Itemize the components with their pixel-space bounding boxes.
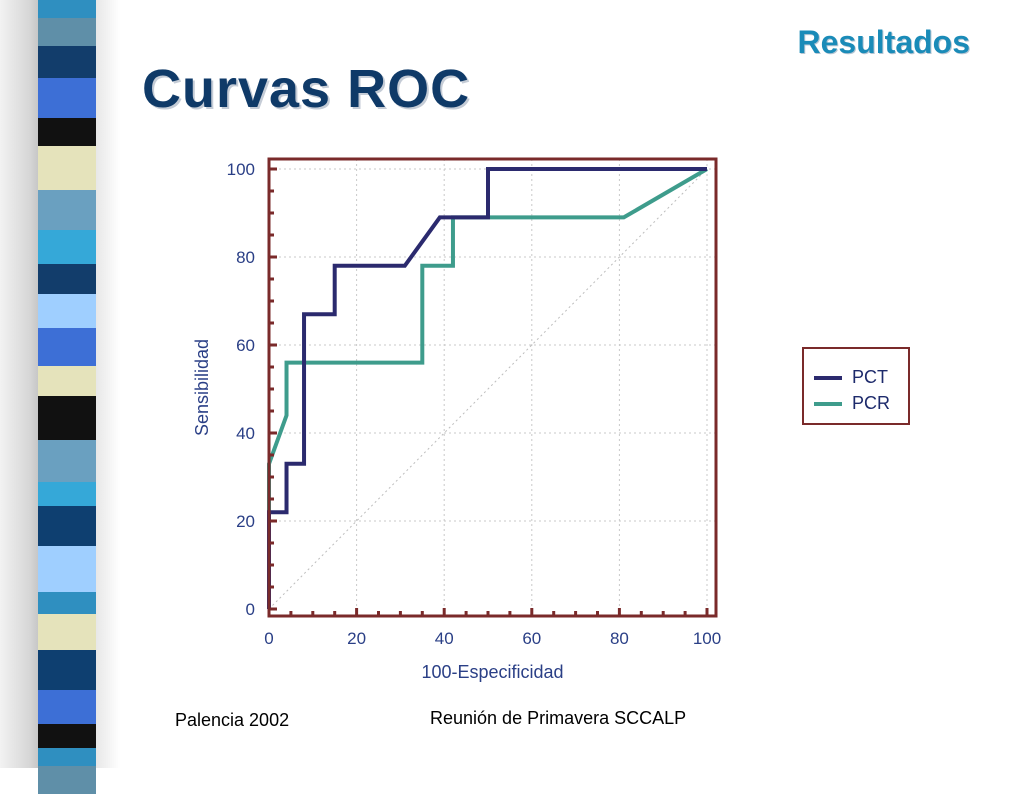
stripe-segment [38,118,96,146]
legend-label-pcr: PCR [852,393,891,413]
decorative-side-bar [0,0,120,794]
stripe-segment [38,546,96,592]
x-tick-label: 20 [347,629,366,648]
y-axis-label: Sensibilidad [192,339,212,436]
stripe-segment [38,146,96,190]
stripe-segment [38,18,96,46]
y-tick-label: 20 [236,512,255,531]
chart-grid [269,159,716,616]
y-tick-label: 40 [236,424,255,443]
stripe-segment [38,294,96,328]
stripe-pattern [38,0,96,794]
stripe-segment [38,190,96,230]
stripe-segment [38,0,96,18]
legend-swatch-pct [814,376,842,380]
legend-label-pct: PCT [852,367,888,387]
chart-series [267,167,709,609]
series-line-pcr [267,167,709,609]
x-tick-label: 40 [435,629,454,648]
stripe-segment [38,366,96,396]
stripe-segment [38,264,96,294]
x-tick-label: 0 [264,629,273,648]
section-label: Resultados [797,24,970,60]
stripe-segment [38,614,96,650]
legend-swatch-pcr [814,402,842,406]
stripe-segment [38,506,96,546]
footer-meeting: Reunión de Primavera SCCALP [430,708,687,728]
roc-chart: 0 20 40 60 80 100 0 20 40 60 80 100 100-Especificid… [192,157,722,682]
stripe-segment [38,328,96,366]
x-tick-label: 80 [610,629,629,648]
series-line-pct [267,167,707,609]
axis-tick-labels: 0 20 40 60 80 100 0 20 40 60 80 100 [227,160,722,648]
chart-legend: PCT PCR [802,347,910,425]
y-tick-label: 80 [236,248,255,267]
stripe-segment [38,766,96,794]
plot-frame [267,157,718,618]
stripe-segment [38,78,96,118]
axis-ticks [267,167,709,616]
footer-location: Palencia 2002 [175,710,290,730]
y-tick-label: 100 [227,160,255,179]
y-tick-label: 60 [236,336,255,355]
stripe-segment [38,230,96,264]
y-tick-label: 0 [246,600,255,619]
slide-title: Curvas ROC [142,59,471,119]
x-tick-label: 60 [522,629,541,648]
reference-diagonal [268,168,708,610]
stripe-segment [38,592,96,614]
x-tick-label: 100 [693,629,721,648]
stripe-segment [38,748,96,766]
stripe-segment [38,650,96,690]
stripe-segment [38,724,96,748]
stripe-segment [38,440,96,482]
stripe-segment [38,690,96,724]
stripe-segment [38,46,96,78]
stripe-segment [38,482,96,506]
x-axis-label: 100-Especificidad [421,662,563,682]
stripe-segment [38,396,96,440]
